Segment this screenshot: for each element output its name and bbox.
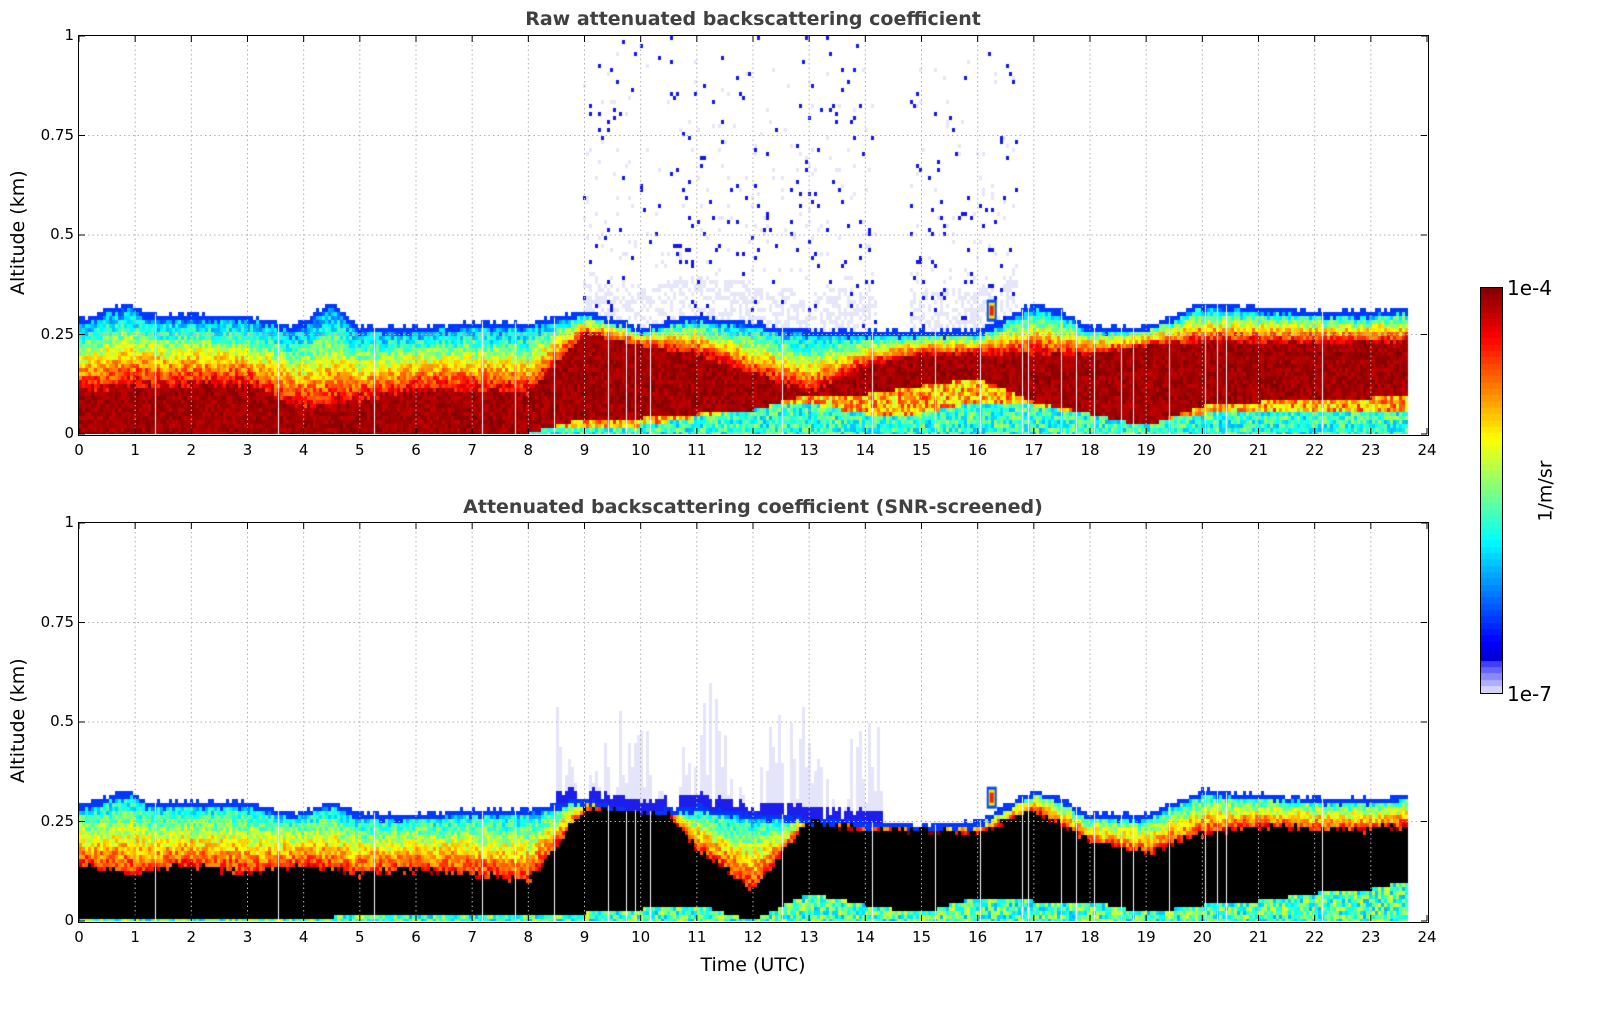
- x-tick-label: 13: [799, 441, 819, 459]
- x-tick-label: 21: [1248, 441, 1269, 459]
- x-tick-label: 6: [411, 928, 421, 946]
- x-tick-label: 1: [130, 928, 140, 946]
- x-tick-label: 20: [1192, 441, 1212, 459]
- y-tick-label: 1: [64, 513, 74, 531]
- x-tick-label: 1: [130, 441, 140, 459]
- colorbar: [1480, 287, 1503, 694]
- x-tick-label: 12: [743, 928, 763, 946]
- x-tick-label: 21: [1248, 928, 1269, 946]
- x-tick-label: 0: [74, 441, 84, 459]
- y-tick-label: 1: [64, 26, 74, 44]
- colorbar-max-label: 1e-4: [1507, 276, 1552, 300]
- snr-backscatter-heatmap: [79, 523, 1427, 921]
- y-tick-label: 0.25: [40, 811, 74, 830]
- y-tick-label: 0.5: [50, 712, 74, 730]
- x-axis-label: Time (UTC): [700, 954, 806, 976]
- snr-ylabel: Altitude (km): [7, 658, 29, 783]
- x-tick-label: 15: [911, 441, 932, 459]
- x-tick-label: 11: [687, 928, 707, 946]
- x-tick-label: 22: [1305, 928, 1325, 946]
- x-tick-label: 17: [1024, 928, 1044, 946]
- x-tick-label: 10: [631, 928, 651, 946]
- x-tick-label: 6: [411, 441, 421, 459]
- x-tick-label: 12: [743, 441, 763, 459]
- raw-ylabel: Altitude (km): [7, 170, 29, 295]
- x-tick-label: 2: [186, 928, 197, 946]
- x-tick-label: 3: [242, 928, 253, 946]
- x-tick-label: 24: [1417, 928, 1437, 946]
- x-tick-label: 19: [1136, 928, 1156, 946]
- colorbar-unit-label: 1/m/sr: [1534, 460, 1557, 522]
- x-tick-label: 9: [579, 928, 590, 946]
- x-tick-label: 18: [1080, 441, 1100, 459]
- x-tick-label: 23: [1361, 928, 1381, 946]
- snr-panel-title: Attenuated backscattering coefficient (S…: [463, 496, 1043, 518]
- y-tick-label: 0.25: [40, 324, 74, 343]
- x-tick-label: 24: [1417, 441, 1437, 459]
- y-tick-label: 0: [64, 911, 74, 929]
- x-tick-label: 9: [579, 441, 590, 459]
- colorbar-min-label: 1e-7: [1507, 682, 1552, 706]
- x-tick-label: 22: [1305, 441, 1325, 459]
- raw-plot-area: [78, 35, 1429, 436]
- x-tick-label: 4: [298, 441, 309, 459]
- x-tick-label: 20: [1192, 928, 1212, 946]
- x-tick-label: 18: [1080, 928, 1100, 946]
- x-tick-label: 2: [186, 441, 197, 459]
- x-tick-label: 17: [1024, 441, 1044, 459]
- x-tick-label: 4: [298, 928, 309, 946]
- x-tick-label: 7: [467, 928, 477, 946]
- y-tick-label: 0.75: [40, 125, 74, 144]
- x-tick-label: 8: [523, 928, 534, 946]
- x-tick-label: 5: [355, 441, 365, 459]
- y-tick-label: 0: [64, 424, 74, 442]
- raw-panel-title: Raw attenuated backscattering coefficien…: [525, 8, 981, 30]
- x-tick-label: 14: [855, 928, 875, 946]
- x-tick-label: 13: [799, 928, 819, 946]
- x-tick-label: 10: [631, 441, 651, 459]
- x-tick-label: 14: [855, 441, 875, 459]
- raw-backscatter-heatmap: [79, 36, 1427, 434]
- x-tick-label: 0: [74, 928, 84, 946]
- x-tick-label: 16: [968, 928, 988, 946]
- x-tick-label: 3: [242, 441, 253, 459]
- x-tick-label: 16: [968, 441, 988, 459]
- x-tick-label: 7: [467, 441, 477, 459]
- x-tick-label: 15: [911, 928, 932, 946]
- snr-plot-area: [78, 522, 1429, 923]
- y-tick-label: 0.75: [40, 612, 74, 631]
- x-tick-label: 8: [523, 441, 534, 459]
- x-tick-label: 11: [687, 441, 707, 459]
- x-tick-label: 19: [1136, 441, 1156, 459]
- x-tick-label: 23: [1361, 441, 1381, 459]
- y-tick-label: 0.5: [50, 225, 74, 243]
- x-tick-label: 5: [355, 928, 365, 946]
